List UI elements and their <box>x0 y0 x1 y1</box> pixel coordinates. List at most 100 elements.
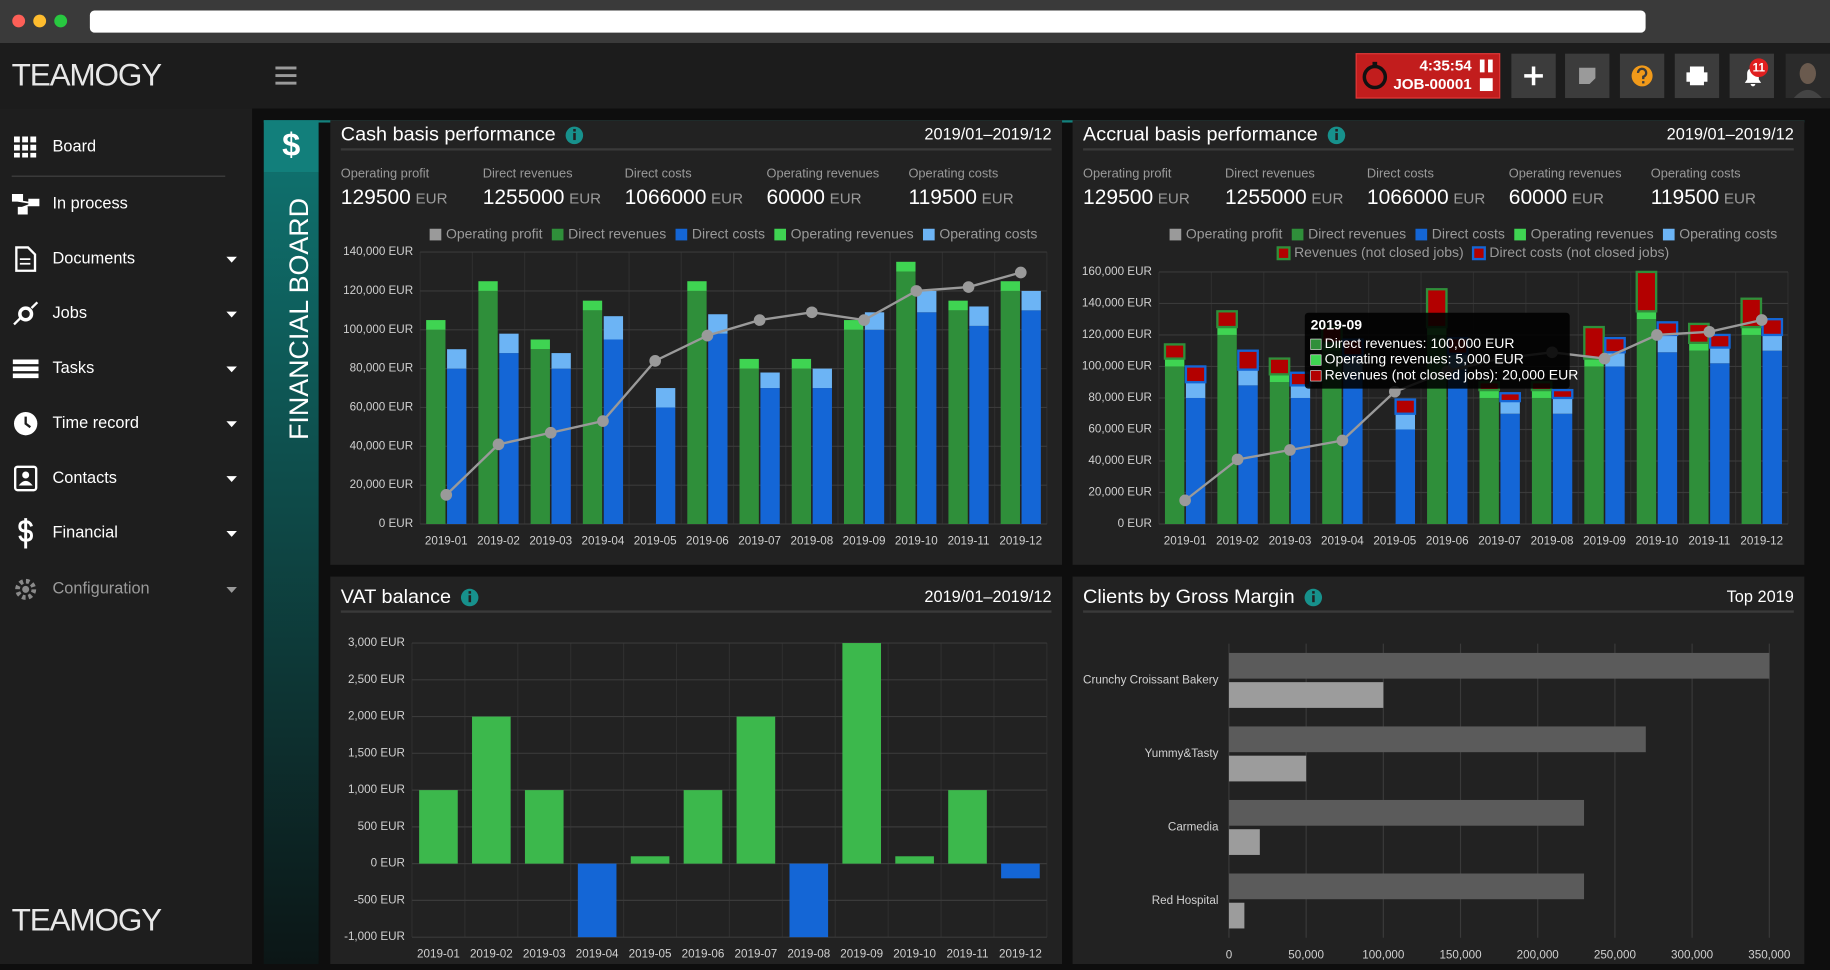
x-tick-label: 2019-12 <box>999 535 1042 548</box>
bar-segment <box>1164 358 1185 367</box>
x-tick-label: 2019-08 <box>790 535 833 548</box>
timer-box[interactable] <box>1355 53 1501 99</box>
summary-unit: EUR <box>1724 191 1756 208</box>
bar-segment <box>1604 336 1626 354</box>
legend-item[interactable]: Operating profit <box>429 225 543 241</box>
summary-label: Operating revenues <box>1509 165 1622 180</box>
minimize-dot[interactable] <box>33 14 47 28</box>
x-tick-label: 2019-12 <box>999 948 1042 961</box>
legend-item[interactable]: Operating revenues <box>1514 225 1654 241</box>
x-tick-label: 2019-01 <box>417 948 460 961</box>
zoom-dot[interactable] <box>54 14 68 28</box>
address-bar[interactable] <box>89 10 1646 33</box>
y-tick-label: 20,000 EUR <box>1088 486 1152 499</box>
bar-segment <box>1164 366 1185 525</box>
legend-item[interactable]: Operating profit <box>1169 225 1283 241</box>
menu-caret <box>226 256 237 263</box>
legend-item[interactable]: Operating revenues <box>774 225 914 241</box>
bar-segment <box>1343 374 1363 525</box>
menu-item[interactable]: Configuration <box>15 578 237 600</box>
x-tick-label: 2019-10 <box>1636 535 1679 548</box>
panel-bg <box>1072 576 1805 964</box>
x-tick-label: 2019-07 <box>738 535 781 548</box>
bar-segment <box>864 329 885 525</box>
menu-toggle[interactable] <box>275 66 297 85</box>
legend-item[interactable]: Direct costs <box>675 225 765 241</box>
close-dot[interactable] <box>12 14 26 28</box>
menu-item[interactable]: Tasks <box>12 359 237 379</box>
timer[interactable]: 4:35:54 JOB-00001 <box>1355 53 1501 99</box>
menu-item[interactable]: Board <box>14 136 96 158</box>
bar-segment <box>478 281 498 291</box>
summary-value: 1066000 <box>625 186 707 209</box>
y-tick-label: 40,000 EUR <box>1088 454 1152 467</box>
summary-value: 60000 <box>1509 186 1567 209</box>
legend-swatch <box>1291 228 1304 241</box>
bar-segment <box>1605 366 1625 525</box>
info-icon-dot <box>1312 591 1315 594</box>
legend-label: Direct costs (not closed jobs) <box>1489 244 1669 260</box>
y-tick-label: 1,000 EUR <box>348 783 405 796</box>
info-icon-stem <box>1312 595 1315 603</box>
legend-item[interactable]: Operating costs <box>1662 225 1777 241</box>
line-point <box>1014 266 1027 279</box>
legend-item[interactable]: Direct costs (not closed jobs) <box>1471 244 1669 261</box>
line-point <box>440 489 453 501</box>
summary-value: 129500 <box>341 186 411 209</box>
menu-label: In process <box>53 195 128 213</box>
menu-icon <box>15 246 37 272</box>
line-point <box>858 314 870 326</box>
menu-item[interactable]: Jobs <box>13 301 237 326</box>
menu-caret <box>226 366 237 373</box>
summary-value: 129500 <box>1083 186 1153 209</box>
bar-segment <box>1185 382 1206 398</box>
bar-segment <box>687 281 707 291</box>
legend-item[interactable]: Direct revenues <box>1291 225 1406 241</box>
legend-label: Operating revenues <box>791 225 914 241</box>
summary-label: Operating revenues <box>767 165 880 180</box>
menu-caret <box>226 587 237 593</box>
legend-item[interactable]: Direct revenues <box>551 225 666 241</box>
bar-segment <box>530 349 550 525</box>
x-tick-label: 2019-11 <box>947 948 989 961</box>
x-tick-label: 50,000 <box>1288 948 1324 961</box>
bar-segment <box>812 388 832 525</box>
summary-label: Direct revenues <box>483 165 573 180</box>
board-strip <box>263 172 319 964</box>
bar-segment <box>1552 397 1573 414</box>
menu-item[interactable]: Contacts <box>14 465 237 492</box>
bar-segment <box>1500 401 1520 414</box>
panel-title: Cash basis performance <box>341 124 556 146</box>
bar-segment <box>812 368 832 389</box>
bar-segment <box>1395 413 1416 430</box>
logo[interactable]: TEAMOGY <box>12 56 164 92</box>
stop-icon[interactable] <box>1479 78 1493 92</box>
bar-segment <box>447 349 467 369</box>
y-tick-label: Carmedia <box>1168 821 1219 834</box>
info-icon-stem <box>1335 133 1338 141</box>
menu-item[interactable]: In process <box>11 194 128 215</box>
menu-item[interactable]: Time record <box>14 411 237 436</box>
legend-item[interactable]: Revenues (not closed jobs) <box>1276 244 1464 261</box>
bar <box>577 863 617 938</box>
bar <box>1228 652 1770 679</box>
summary-unit: EUR <box>1572 191 1604 208</box>
line-point <box>1231 453 1244 466</box>
x-tick-label: 2019-05 <box>634 535 677 548</box>
panel-title: Clients by Gross Margin <box>1083 586 1295 608</box>
x-tick-label: 2019-04 <box>576 948 619 961</box>
pause-icon[interactable] <box>1479 59 1485 73</box>
bar <box>683 790 723 864</box>
bar-segment <box>791 368 812 525</box>
menu-item[interactable]: Financial <box>18 518 237 549</box>
menu-icon <box>11 194 40 215</box>
legend-item[interactable]: Direct costs <box>1415 225 1505 241</box>
menu-item[interactable]: Documents <box>15 246 237 272</box>
panel: VAT balance 2019/01–2019/12 -1,000 EUR -500… <box>330 576 1063 964</box>
bar-segment <box>1322 350 1342 525</box>
x-tick-label: 2019-03 <box>523 948 566 961</box>
bar-segment <box>948 310 968 525</box>
bar-segment <box>948 300 968 311</box>
legend-item[interactable]: Operating costs <box>922 225 1037 241</box>
